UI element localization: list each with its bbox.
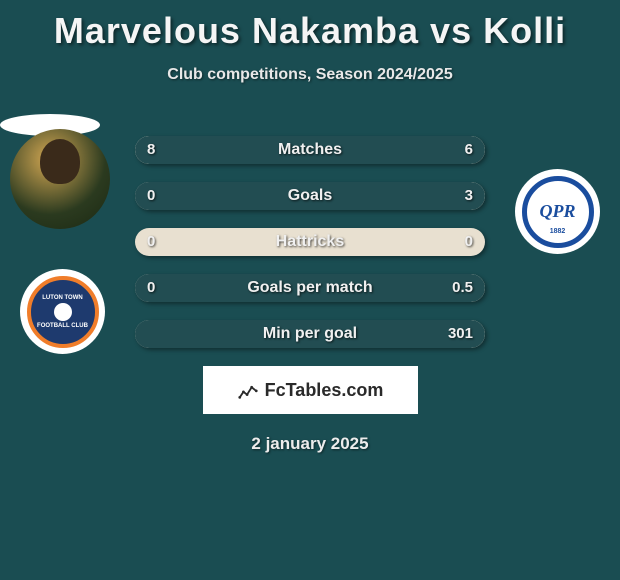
stat-value-right: 3 <box>465 182 473 210</box>
stat-row: Min per goal301 <box>135 320 485 348</box>
club-right-badge: QPR 1882 <box>515 169 600 254</box>
stat-label: Goals <box>135 182 485 210</box>
stat-label: Hattricks <box>135 228 485 256</box>
club-right-abbrev: QPR <box>540 201 576 222</box>
stat-bars-container: Matches86Goals03Hattricks00Goals per mat… <box>135 136 485 348</box>
player-left-avatar <box>10 129 110 229</box>
club-left-text-top: LUTON TOWN <box>42 295 82 301</box>
stat-value-left: 0 <box>147 182 155 210</box>
stat-row: Goals0 3 <box>135 182 485 210</box>
date-label: 2 january 2025 <box>0 434 620 454</box>
stat-value-right: 301 <box>448 320 473 348</box>
stat-label: Matches <box>135 136 485 164</box>
page-title: Marvelous Nakamba vs Kolli <box>0 0 620 52</box>
football-icon <box>54 303 72 321</box>
stat-row: Hattricks0 0 <box>135 228 485 256</box>
stat-value-left: 8 <box>147 136 155 164</box>
logo-text: FcTables.com <box>265 380 384 401</box>
stat-value-left: 0 <box>147 274 155 302</box>
stat-value-left: 0 <box>147 228 155 256</box>
club-left-text-bottom: FOOTBALL CLUB <box>37 323 88 329</box>
stat-label: Min per goal <box>135 320 485 348</box>
stat-row: Goals per match0 0.5 <box>135 274 485 302</box>
subtitle: Club competitions, Season 2024/2025 <box>0 66 620 84</box>
comparison-content: LUTON TOWN FOOTBALL CLUB QPR 1882 Matche… <box>0 114 620 454</box>
stat-value-right: 0.5 <box>452 274 473 302</box>
club-left-badge: LUTON TOWN FOOTBALL CLUB <box>20 269 105 354</box>
stat-value-right: 0 <box>465 228 473 256</box>
stat-label: Goals per match <box>135 274 485 302</box>
chart-icon <box>237 379 259 401</box>
stat-value-right: 6 <box>465 136 473 164</box>
stat-row: Matches8 6 <box>135 136 485 164</box>
club-right-year: 1882 <box>550 228 566 235</box>
fctables-logo: FcTables.com <box>203 366 418 414</box>
